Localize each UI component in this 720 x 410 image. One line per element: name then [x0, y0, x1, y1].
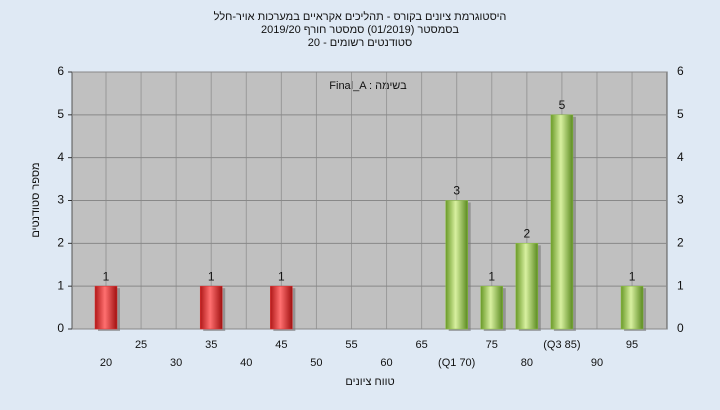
- data-label: 1: [629, 269, 636, 283]
- y-tick-label: 3: [57, 193, 64, 207]
- y-tick-label: 2: [57, 236, 64, 250]
- chart-subtitle: סטודנטים רשומים - 20: [308, 37, 412, 49]
- bar: [199, 285, 223, 330]
- y-tick-label: 4: [57, 150, 64, 164]
- data-label: 3: [453, 184, 460, 198]
- x-tick-label: 60: [380, 357, 392, 369]
- x-tick-label: 95: [626, 339, 638, 351]
- y-tick-label: 1: [57, 278, 64, 292]
- chart-subtitle: בסמסטר (01/2019) סמסטר חורף 2019/20: [261, 24, 459, 36]
- y2-tick-label: 1: [677, 278, 684, 292]
- annotation: Final_A : בשימה: [329, 80, 407, 92]
- data-label: 1: [208, 269, 215, 283]
- x-tick-label: (Q3 85): [543, 339, 580, 351]
- x-tick-label: 35: [205, 339, 217, 351]
- x-tick-label: 55: [345, 339, 357, 351]
- chart-title: היסטוגרמת ציונים בקורס - תהליכים אקראיים…: [214, 10, 507, 23]
- y2-tick-label: 6: [677, 64, 684, 78]
- y-tick-label: 0: [57, 321, 64, 335]
- bar: [445, 200, 468, 330]
- y-axis-label: מספר סטודנטים: [30, 162, 42, 237]
- x-tick-label: 45: [275, 339, 287, 351]
- bar: [550, 114, 574, 330]
- bar: [270, 285, 293, 330]
- x-tick-label: 40: [240, 357, 252, 369]
- data-label: 2: [523, 227, 530, 241]
- y2-tick-label: 0: [677, 321, 684, 335]
- x-tick-label: 50: [310, 357, 322, 369]
- data-label: 1: [488, 269, 495, 283]
- bar: [94, 285, 118, 330]
- bar: [620, 285, 644, 330]
- x-tick-label: (Q1 70): [438, 357, 475, 369]
- x-tick-label: 90: [591, 357, 603, 369]
- y2-tick-label: 5: [677, 107, 684, 121]
- data-label: 1: [278, 269, 285, 283]
- y-tick-label: 6: [57, 64, 64, 78]
- x-tick-label: 30: [170, 357, 182, 369]
- y2-tick-label: 3: [677, 193, 684, 207]
- y2-tick-label: 2: [677, 236, 684, 250]
- data-label: 5: [559, 98, 566, 112]
- x-tick-label: 25: [135, 339, 147, 351]
- bar: [515, 243, 539, 330]
- bar: [480, 285, 504, 330]
- y-tick-label: 5: [57, 107, 64, 121]
- x-tick-label: 65: [416, 339, 428, 351]
- x-axis-label: טווח ציונים: [345, 376, 394, 388]
- x-tick-label: 75: [486, 339, 498, 351]
- x-tick-label: 80: [521, 357, 533, 369]
- data-label: 1: [103, 269, 110, 283]
- y2-tick-label: 4: [677, 150, 684, 164]
- x-tick-label: 20: [100, 357, 112, 369]
